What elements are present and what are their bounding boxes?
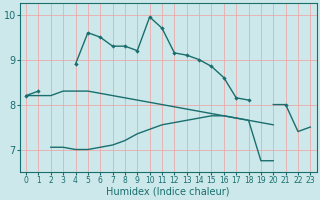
X-axis label: Humidex (Indice chaleur): Humidex (Indice chaleur) — [107, 187, 230, 197]
